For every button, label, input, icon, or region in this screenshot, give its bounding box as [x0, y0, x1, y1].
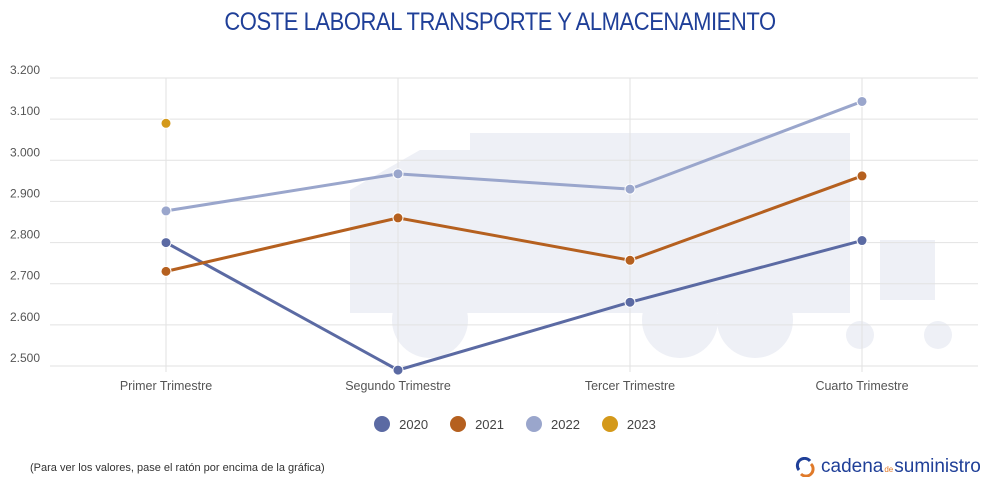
- data-point-2023[interactable]: [160, 117, 172, 129]
- x-tick-label: Cuarto Trimestre: [815, 379, 908, 393]
- legend-label: 2021: [475, 416, 504, 432]
- y-tick-label: 2.600: [10, 310, 40, 324]
- data-point-2021[interactable]: [392, 212, 404, 224]
- logo-icon: [795, 457, 815, 477]
- x-tick-label: Primer Trimestre: [120, 379, 212, 393]
- brand-logo: cadenadesuministro: [795, 456, 981, 478]
- series-line-2020[interactable]: [165, 239, 863, 372]
- data-point-2022[interactable]: [624, 183, 636, 195]
- legend-label: 2023: [626, 416, 656, 432]
- logo-text-2: de: [884, 465, 894, 474]
- legend-marker: [601, 416, 618, 432]
- chart-title: COSTE LABORAL TRANSPORTE Y ALMACENAMIENT…: [224, 8, 776, 36]
- data-point-2020[interactable]: [624, 296, 636, 308]
- legend-label: 2022: [551, 416, 580, 432]
- data-point-2021[interactable]: [160, 265, 172, 277]
- legend-item-2022[interactable]: 2022: [526, 416, 580, 432]
- data-point-2020[interactable]: [856, 235, 868, 247]
- truck-watermark: [350, 133, 952, 358]
- data-point-2020[interactable]: [392, 364, 404, 376]
- legend-label: 2020: [399, 416, 429, 432]
- y-tick-label: 2.700: [10, 269, 40, 283]
- data-point-2020[interactable]: [160, 237, 172, 249]
- legend: 2020 2021 2022 2023: [0, 416, 1000, 432]
- logo-text-3: suministro: [894, 456, 981, 477]
- data-point-2022[interactable]: [856, 95, 868, 107]
- hover-note: (Para ver los valores, pase el ratón por…: [30, 462, 325, 474]
- y-tick-label: 3.200: [10, 63, 40, 77]
- data-point-2021[interactable]: [624, 254, 636, 266]
- series-line-2022[interactable]: [165, 100, 863, 213]
- x-tick-label: Segundo Trimestre: [345, 379, 451, 393]
- y-tick-label: 3.100: [10, 104, 40, 118]
- legend-item-2020[interactable]: 2020: [374, 416, 428, 432]
- y-tick-label: 2.500: [10, 351, 40, 365]
- legend-item-2021[interactable]: 2021: [450, 416, 504, 432]
- y-tick-label: 3.000: [10, 145, 40, 159]
- legend-marker: [526, 416, 542, 432]
- legend-marker: [450, 416, 467, 432]
- data-point-2022[interactable]: [160, 205, 172, 217]
- legend-item-2023[interactable]: 2023: [601, 416, 656, 432]
- series-line-2021[interactable]: [165, 174, 863, 273]
- data-point-2022[interactable]: [392, 168, 404, 180]
- legend-marker: [374, 416, 391, 432]
- y-tick-label: 2.900: [10, 186, 40, 200]
- logo-text-1: cadena: [821, 456, 884, 477]
- data-point-2021[interactable]: [856, 170, 868, 182]
- y-tick-label: 2.800: [10, 228, 40, 242]
- x-tick-label: Tercer Trimestre: [585, 379, 675, 393]
